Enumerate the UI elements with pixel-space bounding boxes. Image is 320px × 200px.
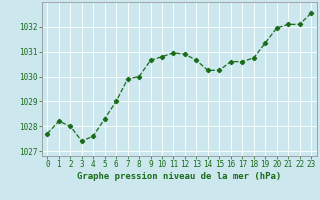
X-axis label: Graphe pression niveau de la mer (hPa): Graphe pression niveau de la mer (hPa) <box>77 172 281 181</box>
